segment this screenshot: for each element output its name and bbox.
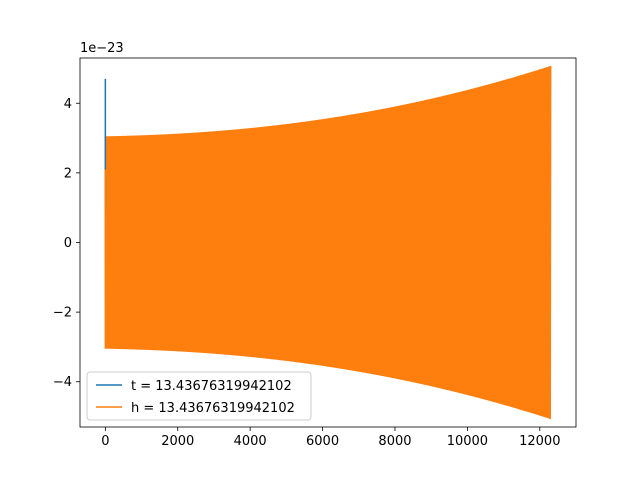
legend-box [86, 371, 312, 421]
x-tick-label: 10000 [447, 434, 488, 449]
x-tick-label: 4000 [234, 434, 267, 449]
y-offset-label: 1e−23 [80, 41, 124, 56]
series-h-line [104, 66, 552, 419]
x-tick-label: 12000 [519, 434, 560, 449]
y-tick-label: 4 [64, 97, 72, 112]
y-tick-label: −2 [53, 306, 72, 321]
y-tick-label: 0 [64, 236, 72, 251]
x-tick-label: 6000 [306, 434, 339, 449]
x-tick-label: 0 [101, 434, 109, 449]
x-tick-label: 8000 [378, 434, 411, 449]
y-tick-label: −4 [53, 375, 72, 390]
x-tick-label: 2000 [161, 434, 194, 449]
legend: t = 13.43676319942102 h = 13.436763199421… [86, 371, 312, 421]
legend-label: h = 13.43676319942102 [131, 401, 295, 416]
legend-label: t = 13.43676319942102 [131, 379, 292, 394]
plot-area [104, 66, 552, 419]
y-tick-label: 2 [64, 166, 72, 181]
axes: 0 2000 4000 6000 8000 10000 12000 −4 −2 0 2 4 [53, 57, 577, 449]
